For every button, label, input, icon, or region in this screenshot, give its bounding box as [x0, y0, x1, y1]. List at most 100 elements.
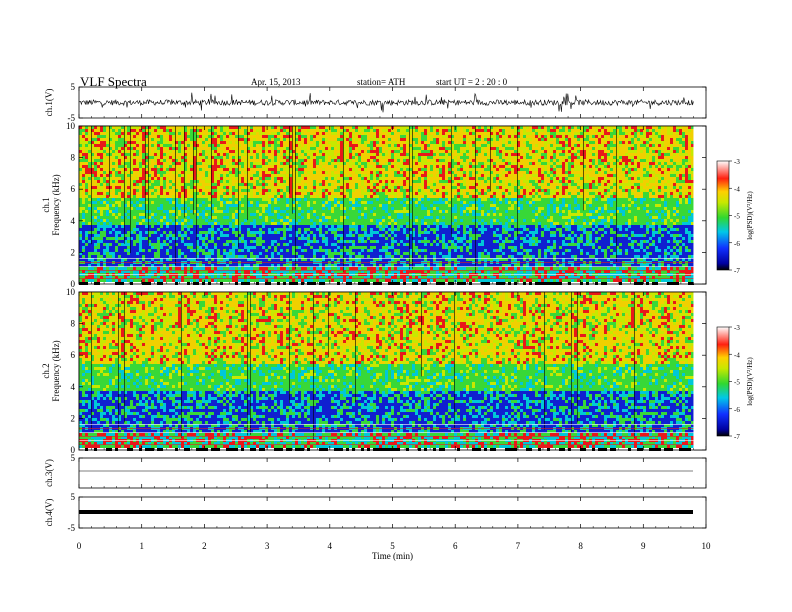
spectrogram-cell: [82, 165, 85, 168]
spectrogram-cell: [265, 246, 268, 249]
spectrogram-cell: [121, 210, 124, 213]
spectrogram-cell: [103, 228, 106, 231]
spectrogram-cell: [136, 207, 139, 210]
spectrogram-cell: [250, 249, 253, 252]
spectrogram-cell: [334, 252, 337, 255]
spectrogram-cell: [121, 207, 124, 210]
spectrogram-cell: [181, 255, 184, 258]
spectrogram-cell: [283, 201, 286, 204]
spectrogram-cell: [298, 222, 301, 225]
spectrogram-cell: [334, 153, 337, 156]
spectrogram-cell: [163, 207, 166, 210]
spectrogram-cell: [193, 282, 196, 285]
spectrogram-cell: [214, 138, 217, 141]
spectrogram-cell: [328, 216, 331, 219]
spectrogram-cell: [241, 276, 244, 279]
spectrogram-cell: [229, 153, 232, 156]
spectrogram-cell: [265, 225, 268, 228]
spectrogram-cell: [100, 279, 103, 282]
spectrogram-cell: [139, 177, 142, 180]
spectrogram-cell: [298, 162, 301, 165]
spectrogram-cell: [262, 234, 265, 237]
spectrogram-cell: [277, 228, 280, 231]
spectrogram-cell: [250, 231, 253, 234]
spectrogram-cell: [157, 228, 160, 231]
spectrogram-cell: [301, 222, 304, 225]
spectrogram-cell: [253, 246, 256, 249]
spectrogram-cell: [127, 249, 130, 252]
spectrogram-cell: [211, 156, 214, 159]
spectrogram-cell: [178, 159, 181, 162]
spectrogram-cell: [97, 171, 100, 174]
spectrogram-cell: [127, 204, 130, 207]
spectrogram-cell: [337, 225, 340, 228]
spectrogram-cell: [178, 129, 181, 132]
spectrogram-cell: [331, 282, 334, 285]
spectrogram-cell: [121, 255, 124, 258]
spectrogram-cell: [304, 171, 307, 174]
spectrogram-cell: [178, 252, 181, 255]
spectrogram-cell: [85, 177, 88, 180]
spectrogram-cell: [259, 231, 262, 234]
spectrogram-cell: [265, 276, 268, 279]
spectrogram-cell: [172, 258, 175, 261]
spectrogram-cell: [349, 174, 352, 177]
spectrogram-cell: [352, 153, 355, 156]
spectrogram-cell: [346, 180, 349, 183]
spectrogram-cell: [322, 135, 325, 138]
spectrogram-cell: [124, 210, 127, 213]
spectrogram-cell: [337, 255, 340, 258]
spectrogram-cell: [88, 231, 91, 234]
spectrogram-cell: [154, 183, 157, 186]
spectrogram-cell: [268, 153, 271, 156]
spectrogram-cell: [244, 279, 247, 282]
spectrogram-cell: [346, 222, 349, 225]
spectrogram-cell: [220, 135, 223, 138]
spectrogram-cell: [268, 237, 271, 240]
spectrogram-cell: [292, 147, 295, 150]
station-label: station= ATH: [357, 77, 405, 87]
spectrogram-cell: [172, 219, 175, 222]
spectrogram-cell: [205, 201, 208, 204]
spectrogram-cell: [352, 201, 355, 204]
spectrogram-cell: [136, 258, 139, 261]
spectrogram-cell: [277, 270, 280, 273]
spectrogram-cell: [274, 126, 277, 129]
spectrogram-cell: [199, 276, 202, 279]
spectrogram-cell: [199, 192, 202, 195]
spectrogram-cell: [106, 216, 109, 219]
spectrogram-cell: [100, 249, 103, 252]
spectrogram-cell: [241, 255, 244, 258]
spectrogram-cell: [211, 252, 214, 255]
spectrogram-cell: [307, 276, 310, 279]
spectrogram-cell: [295, 171, 298, 174]
spectrogram-cell: [289, 195, 292, 198]
spectrogram-cell: [163, 252, 166, 255]
spectrogram-cell: [112, 219, 115, 222]
spectrogram-cell: [286, 201, 289, 204]
spectrogram-cell: [253, 210, 256, 213]
spectrogram-cell: [136, 150, 139, 153]
spectrogram-cell: [160, 267, 163, 270]
spectrogram-cell: [169, 165, 172, 168]
spectrogram-cell: [301, 225, 304, 228]
spectrogram-cell: [139, 237, 142, 240]
spectrogram-cell: [256, 213, 259, 216]
spectrogram-cell: [142, 210, 145, 213]
spectrogram-cell: [124, 180, 127, 183]
spectrogram-cell: [304, 225, 307, 228]
spectrogram-cell: [85, 210, 88, 213]
spectrogram-cell: [241, 234, 244, 237]
spectrogram-cell: [352, 147, 355, 150]
spectrogram-cell: [193, 237, 196, 240]
spectrogram-cell: [130, 195, 133, 198]
spectrogram-cell: [325, 264, 328, 267]
spectrogram-cell: [121, 192, 124, 195]
spectrogram-cell: [124, 189, 127, 192]
spectrogram-cell: [274, 159, 277, 162]
spectrogram-cell: [241, 204, 244, 207]
spectrogram-cell: [235, 213, 238, 216]
spectrogram-cell: [307, 246, 310, 249]
spectrogram-cell: [121, 225, 124, 228]
spectrogram-cell: [148, 168, 151, 171]
